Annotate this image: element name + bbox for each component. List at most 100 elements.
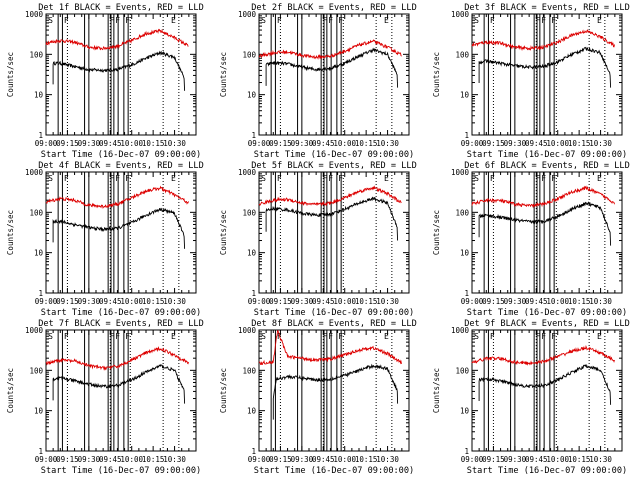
y-axis-label: Counts/sec — [219, 210, 228, 255]
region-marker: F — [125, 332, 130, 341]
lld-series-line — [471, 29, 615, 51]
region-marker: F — [64, 16, 69, 25]
region-marker: F — [115, 332, 120, 341]
region-marker: F — [551, 332, 556, 341]
x-tick-label: 10:30 — [163, 455, 186, 464]
y-tick-label: 10 — [460, 91, 470, 100]
x-tick-label: 09:15 — [482, 297, 505, 306]
region-marker: F — [110, 332, 115, 341]
x-tick-label: 09:15 — [482, 455, 505, 464]
events-series-line — [265, 196, 399, 241]
chart-panel-9: Det 9f BLACK = Events, RED = LLD Counts/s… — [432, 319, 630, 476]
region-marker: S — [48, 332, 53, 341]
x-tick-label: 09:00 — [248, 455, 271, 464]
x-tick-label: 09:15 — [482, 139, 505, 148]
region-marker: F — [490, 332, 495, 341]
events-series-line — [478, 364, 612, 405]
region-marker: F — [338, 332, 343, 341]
chart-title: Det 9f BLACK = Events, RED = LLD — [464, 319, 630, 329]
y-tick-label: 1 — [38, 289, 43, 298]
x-tick-label: 09:45 — [525, 297, 548, 306]
y-tick-label: 10 — [34, 407, 44, 416]
y-axis-label: Counts/sec — [6, 210, 15, 255]
x-axis-label: Start Time (16-Dec-07 09:00:00) — [254, 466, 414, 476]
y-tick-label: 1 — [251, 289, 256, 298]
region-marker: F — [328, 332, 333, 341]
lld-series-line — [45, 185, 189, 209]
y-tick-label: 1000 — [25, 326, 44, 335]
x-tick-label: 10:00 — [333, 455, 356, 464]
y-tick-label: 10 — [460, 249, 470, 258]
x-axis-label: Start Time (16-Dec-07 09:00:00) — [41, 150, 201, 160]
x-tick-label: 10:15 — [568, 455, 591, 464]
x-tick-label: 09:45 — [99, 455, 122, 464]
lld-series-line — [258, 39, 402, 60]
region-marker: F — [551, 174, 556, 183]
x-tick-label: 10:30 — [376, 297, 399, 306]
x-tick-label: 09:15 — [56, 139, 79, 148]
region-marker: F — [323, 174, 328, 183]
y-tick-label: 10 — [460, 407, 470, 416]
x-tick-label: 10:00 — [120, 455, 143, 464]
region-marker: F — [338, 174, 343, 183]
x-tick-label: 10:15 — [142, 455, 165, 464]
plot-frame — [471, 171, 623, 294]
x-tick-label: 09:30 — [78, 297, 101, 306]
region-marker: S — [261, 332, 266, 341]
x-tick-label: 09:45 — [99, 139, 122, 148]
x-axis-label: Start Time (16-Dec-07 09:00:00) — [254, 150, 414, 160]
region-marker: F — [323, 16, 328, 25]
y-axis-label: Counts/sec — [6, 52, 15, 97]
x-tick-label: 09:30 — [291, 139, 314, 148]
x-tick-label: 09:00 — [35, 455, 58, 464]
chart-title: Det 2f BLACK = Events, RED = LLD — [251, 3, 417, 13]
x-axis-label: Start Time (16-Dec-07 09:00:00) — [467, 466, 627, 476]
chart-panel-2: Det 2f BLACK = Events, RED = LLD Counts/s… — [219, 3, 417, 160]
x-tick-label: 09:45 — [525, 139, 548, 148]
y-tick-label: 100 — [29, 366, 43, 375]
y-axis-label: Counts/sec — [6, 368, 15, 413]
x-tick-label: 09:15 — [56, 455, 79, 464]
x-tick-label: 09:15 — [269, 139, 292, 148]
x-tick-label: 10:30 — [163, 297, 186, 306]
x-tick-label: 09:00 — [461, 297, 484, 306]
x-tick-label: 10:15 — [142, 139, 165, 148]
y-tick-label: 100 — [455, 50, 469, 59]
region-marker: F — [110, 16, 115, 25]
y-tick-label: 100 — [29, 208, 43, 217]
x-tick-label: 09:45 — [312, 455, 335, 464]
region-marker: S — [261, 174, 266, 183]
x-tick-label: 10:30 — [163, 139, 186, 148]
x-tick-label: 09:00 — [35, 139, 58, 148]
region-marker: F — [541, 16, 546, 25]
region-marker: F — [64, 332, 69, 341]
plot-frame — [258, 13, 410, 136]
region-marker: F — [125, 16, 130, 25]
chart-title: Det 3f BLACK = Events, RED = LLD — [464, 3, 630, 13]
chart-panel-6: Det 6f BLACK = Events, RED = LLD Counts/s… — [432, 161, 630, 318]
region-marker: S — [474, 332, 479, 341]
x-tick-label: 09:30 — [291, 455, 314, 464]
x-tick-label: 09:45 — [525, 455, 548, 464]
y-tick-label: 1 — [464, 289, 469, 298]
region-marker: E — [597, 16, 602, 25]
lld-series-line — [471, 344, 615, 366]
y-tick-label: 10 — [247, 91, 257, 100]
x-tick-label: 10:30 — [376, 455, 399, 464]
region-marker: F — [541, 332, 546, 341]
x-tick-label: 09:30 — [291, 297, 314, 306]
region-marker: E — [384, 174, 389, 183]
y-tick-label: 1000 — [238, 10, 257, 19]
chart-panel-4: Det 4f BLACK = Events, RED = LLD Counts/s… — [6, 161, 204, 318]
chart-panel-1: Det 1f BLACK = Events, RED = LLD Counts/s… — [6, 3, 204, 160]
y-tick-label: 100 — [242, 366, 256, 375]
plot-frame — [45, 329, 197, 452]
region-marker: F — [490, 16, 495, 25]
region-marker: E — [171, 16, 176, 25]
x-tick-label: 09:15 — [269, 297, 292, 306]
y-axis-label: Counts/sec — [432, 52, 441, 97]
x-tick-label: 09:00 — [248, 297, 271, 306]
x-tick-label: 10:30 — [589, 297, 612, 306]
x-tick-label: 09:30 — [504, 455, 527, 464]
